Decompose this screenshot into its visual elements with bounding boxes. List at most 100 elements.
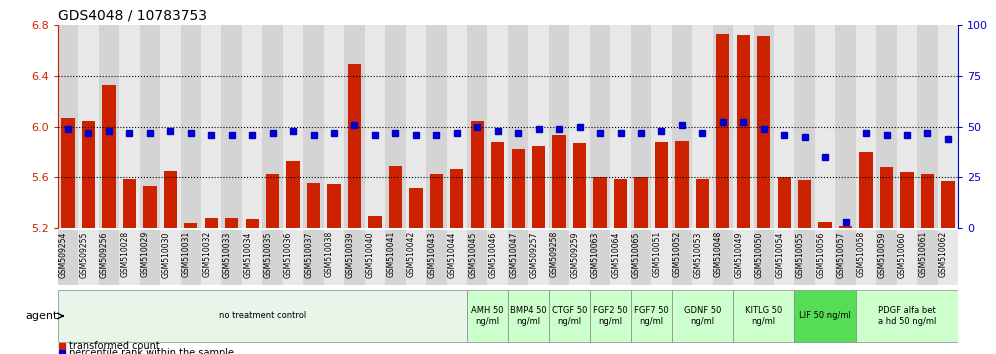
Bar xyxy=(487,25,508,228)
Bar xyxy=(180,230,201,285)
Bar xyxy=(570,230,590,285)
Bar xyxy=(941,181,954,228)
Bar xyxy=(487,230,508,285)
Bar xyxy=(103,85,116,228)
Bar xyxy=(692,25,712,228)
Text: GSM510047: GSM510047 xyxy=(509,231,518,278)
Text: GSM509259: GSM509259 xyxy=(571,231,580,278)
Bar xyxy=(307,183,320,228)
Bar xyxy=(467,25,487,228)
Bar xyxy=(712,230,733,285)
Bar xyxy=(529,230,549,285)
Text: GSM510042: GSM510042 xyxy=(407,231,416,278)
Bar xyxy=(365,25,385,228)
Bar xyxy=(696,179,709,228)
Bar xyxy=(651,230,671,285)
Bar xyxy=(716,34,729,228)
Text: FGF2 50
ng/ml: FGF2 50 ng/ml xyxy=(593,306,627,326)
Bar xyxy=(426,230,446,285)
Bar xyxy=(630,230,651,285)
Bar xyxy=(879,167,893,228)
Bar xyxy=(594,177,607,228)
Bar xyxy=(262,25,283,228)
Bar xyxy=(508,25,529,228)
Bar xyxy=(304,25,324,228)
Text: GSM510065: GSM510065 xyxy=(632,231,641,278)
Bar xyxy=(774,230,795,285)
Bar xyxy=(201,25,221,228)
Bar xyxy=(385,230,405,285)
Bar xyxy=(429,173,443,228)
Bar xyxy=(242,25,262,228)
Bar xyxy=(123,179,136,228)
Bar xyxy=(778,177,791,228)
Bar xyxy=(570,25,590,228)
Bar xyxy=(201,230,221,285)
Text: GSM510048: GSM510048 xyxy=(714,231,723,278)
Bar xyxy=(937,25,958,228)
Text: GSM510060: GSM510060 xyxy=(898,231,907,278)
Text: GSM510044: GSM510044 xyxy=(448,231,457,278)
Bar xyxy=(388,166,402,228)
Bar xyxy=(839,226,853,228)
Text: GSM510050: GSM510050 xyxy=(755,231,764,278)
Bar xyxy=(795,230,815,285)
Bar xyxy=(671,290,733,342)
Bar xyxy=(348,64,362,228)
Bar xyxy=(58,290,467,342)
Text: GSM510054: GSM510054 xyxy=(775,231,784,278)
Text: GSM510033: GSM510033 xyxy=(223,231,232,278)
Bar xyxy=(836,25,856,228)
Text: GSM510037: GSM510037 xyxy=(305,231,314,278)
Bar xyxy=(79,230,99,285)
Bar xyxy=(573,143,587,228)
Bar xyxy=(549,230,570,285)
Text: GSM510039: GSM510039 xyxy=(346,231,355,278)
Bar xyxy=(82,121,95,228)
Bar xyxy=(675,141,688,228)
Text: GSM510056: GSM510056 xyxy=(816,231,825,278)
Bar xyxy=(204,218,218,228)
Bar xyxy=(611,25,630,228)
Text: no treatment control: no treatment control xyxy=(219,312,306,320)
Bar xyxy=(900,172,913,228)
Text: GSM510055: GSM510055 xyxy=(796,231,805,278)
Text: percentile rank within the sample: percentile rank within the sample xyxy=(69,348,234,354)
Text: GSM510046: GSM510046 xyxy=(489,231,498,278)
Text: transformed count: transformed count xyxy=(69,341,160,351)
Bar xyxy=(671,25,692,228)
Bar xyxy=(549,290,590,342)
Bar xyxy=(365,230,385,285)
Bar xyxy=(590,230,611,285)
Bar xyxy=(283,25,304,228)
Bar xyxy=(654,142,668,228)
Text: GSM510032: GSM510032 xyxy=(202,231,211,278)
Text: GSM509257: GSM509257 xyxy=(530,231,539,278)
Bar xyxy=(345,25,365,228)
Bar xyxy=(120,230,139,285)
Text: GSM510061: GSM510061 xyxy=(918,231,927,278)
Text: GSM510038: GSM510038 xyxy=(325,231,334,278)
Bar xyxy=(754,25,774,228)
Bar xyxy=(754,230,774,285)
Bar xyxy=(860,152,872,228)
Text: agent: agent xyxy=(26,311,58,321)
Bar xyxy=(757,36,770,228)
Bar xyxy=(58,25,79,228)
Text: GDNF 50
ng/ml: GDNF 50 ng/ml xyxy=(683,306,721,326)
Bar xyxy=(590,25,611,228)
Bar xyxy=(467,290,508,342)
Bar xyxy=(324,230,345,285)
Bar xyxy=(815,230,836,285)
Bar xyxy=(426,25,446,228)
Text: GSM510063: GSM510063 xyxy=(591,231,600,278)
Text: LIF 50 ng/ml: LIF 50 ng/ml xyxy=(799,312,851,320)
Text: PDGF alfa bet
a hd 50 ng/ml: PDGF alfa bet a hd 50 ng/ml xyxy=(877,306,936,326)
Bar xyxy=(896,25,917,228)
Bar xyxy=(409,188,422,228)
Bar xyxy=(712,25,733,228)
Bar xyxy=(180,25,201,228)
Bar xyxy=(139,25,160,228)
Bar xyxy=(529,25,549,228)
Bar xyxy=(836,230,856,285)
